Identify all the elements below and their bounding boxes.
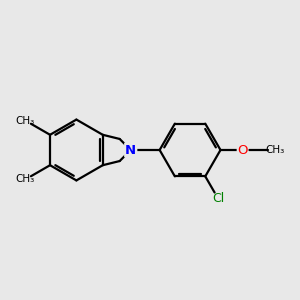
Text: O: O: [237, 143, 248, 157]
Text: CH₃: CH₃: [16, 116, 35, 126]
Text: Cl: Cl: [212, 192, 224, 205]
Text: CH₃: CH₃: [265, 145, 285, 155]
Text: N: N: [125, 143, 136, 157]
Text: CH₃: CH₃: [16, 174, 35, 184]
